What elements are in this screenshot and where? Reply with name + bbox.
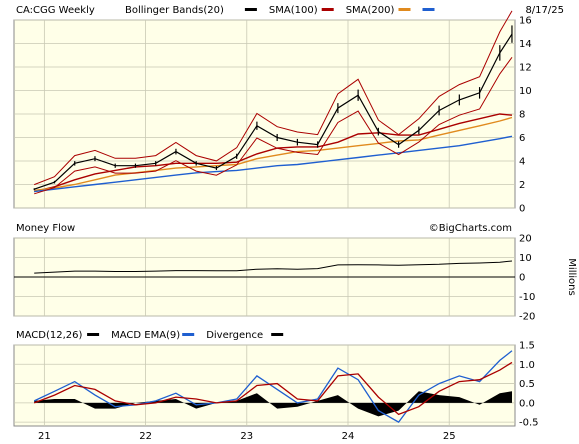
- legend-label: SMA(100): [269, 5, 318, 16]
- bollinger-upper: [34, 10, 513, 186]
- macd-series: [33, 350, 513, 423]
- price-date: 8/17/25: [525, 5, 564, 16]
- y-tick-label: 0: [519, 273, 525, 284]
- y-tick-label: 0: [519, 204, 525, 215]
- y-tick-label: 20: [519, 234, 532, 245]
- bollinger-lower: [34, 57, 513, 195]
- y-tick-label: -0.5: [519, 418, 539, 429]
- y-tick-label: 14: [519, 39, 532, 50]
- legend-swatch: [87, 333, 100, 336]
- y-tick-label: 1.0: [519, 360, 535, 371]
- series-line-money-flow: [34, 260, 513, 274]
- moneyflow-title: Money Flow: [16, 223, 75, 234]
- y-tick-label: 2: [519, 180, 525, 191]
- legend-label: Divergence: [206, 330, 263, 341]
- legend-swatch: [244, 8, 257, 11]
- watermark: ©BigCharts.com: [429, 223, 512, 234]
- series-line-macd-ema: [33, 361, 513, 416]
- x-tick-label: 25: [443, 431, 456, 442]
- moneyflow-ylabel: Millions: [566, 258, 577, 295]
- y-tick-label: 4: [519, 157, 525, 168]
- y-tick-label: 10: [519, 86, 532, 97]
- legend-label: Bollinger Bands(20): [125, 5, 224, 16]
- y-tick-label: 0.5: [519, 379, 535, 390]
- macd-grid: 1.5 1.0 0.5 0.0 -0.5: [14, 341, 539, 429]
- y-tick-label: 8: [519, 110, 525, 121]
- series-line-price: [34, 33, 513, 190]
- y-tick-label: 10: [519, 253, 532, 264]
- y-tick-label: 16: [519, 16, 532, 27]
- macd-panel: [13, 344, 516, 427]
- y-tick-label: 1.5: [519, 341, 535, 352]
- x-tick-label: 24: [342, 431, 355, 442]
- x-tick-label: 22: [139, 431, 152, 442]
- price-title: CA:CGG Weekly: [16, 5, 95, 16]
- x-tick-label: 23: [240, 431, 253, 442]
- macd-legend: MACD(12,26) MACD EMA(9) Divergence: [16, 330, 284, 341]
- price-legend: Bollinger Bands(20) SMA(100) SMA(200): [125, 5, 435, 16]
- series-line-macd: [33, 350, 513, 423]
- y-tick-label: 6: [519, 133, 525, 144]
- price-series: [33, 10, 513, 195]
- legend-label: SMA(200): [346, 5, 395, 16]
- series-line-blue: [34, 135, 513, 193]
- y-tick-label: -10: [519, 292, 535, 303]
- legend-swatch: [271, 333, 284, 336]
- y-tick-label: -20: [519, 312, 535, 323]
- legend-swatch: [321, 8, 334, 11]
- series-line-sma-200-: [34, 116, 513, 192]
- x-tick-label: 21: [38, 431, 51, 442]
- x-axis-ticks: 21 22 23 24 25: [38, 431, 456, 442]
- legend-label: MACD EMA(9): [111, 330, 180, 341]
- moneyflow-series: [14, 260, 515, 278]
- legend-swatch: [182, 333, 195, 336]
- y-tick-label: 0.0: [519, 398, 535, 409]
- legend-swatch: [398, 8, 411, 11]
- divergence-area: [34, 391, 512, 417]
- legend-label: MACD(12,26): [16, 330, 83, 341]
- legend-swatch: [422, 8, 435, 11]
- y-tick-label: 12: [519, 63, 532, 74]
